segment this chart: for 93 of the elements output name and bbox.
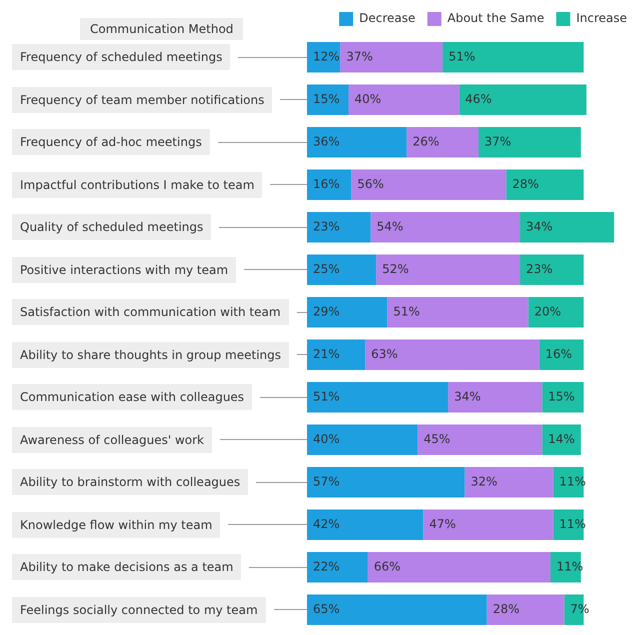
bar: [348, 84, 460, 116]
bar: [307, 296, 388, 328]
bar: [387, 296, 528, 328]
bar: [506, 169, 584, 200]
y-tick-label: Frequency of scheduled meetings: [12, 44, 230, 70]
y-tick-label: Ability to share thoughts in group meetings: [12, 342, 290, 368]
data-label: 45%: [424, 432, 450, 446]
bar: [307, 552, 368, 583]
y-tick-label: Knowledge flow within my team: [12, 512, 220, 538]
data-label: 56%: [357, 176, 384, 191]
y-tick-label: Frequency of ad-hoc meetings: [12, 129, 210, 156]
data-label: 20%: [534, 304, 562, 318]
bar: [307, 126, 407, 158]
data-label: 47%: [429, 516, 456, 531]
data-label: 42%: [313, 516, 340, 531]
bar: [539, 339, 584, 370]
bar: [459, 84, 586, 116]
data-label: 46%: [465, 92, 492, 106]
bar: [448, 382, 542, 413]
bar: [406, 126, 479, 158]
bar: [520, 254, 584, 286]
data-label: 34%: [526, 219, 553, 234]
data-label: 34%: [454, 389, 481, 404]
data-label: 12%: [313, 49, 340, 64]
bar: [542, 424, 581, 456]
data-label: 37%: [484, 134, 512, 148]
data-label: 66%: [374, 559, 401, 574]
bar: [307, 212, 371, 243]
bar: [368, 552, 550, 583]
data-label: 32%: [470, 474, 498, 488]
data-label: 51%: [313, 389, 340, 404]
y-tick-label: Satisfaction with communication with team: [12, 299, 289, 326]
data-label: 63%: [371, 346, 398, 361]
data-label: 15%: [313, 92, 340, 106]
data-label: 57%: [313, 474, 340, 488]
bar: [351, 169, 506, 200]
bar: [376, 254, 520, 286]
bar: [307, 254, 376, 286]
data-label: 16%: [545, 346, 572, 361]
y-tick-label: Ability to make decisions as a team: [12, 554, 242, 580]
data-label: 26%: [412, 134, 440, 148]
data-label: 28%: [492, 602, 520, 616]
bar: [365, 339, 540, 370]
y-tick-label: Quality of scheduled meetings: [12, 214, 212, 240]
legend-label: Decrease: [359, 11, 416, 26]
bar: [423, 509, 554, 540]
bar: [478, 126, 581, 158]
data-label: 14%: [548, 432, 575, 446]
y-tick-label: Frequency of team member notifications: [12, 86, 272, 113]
bar: [307, 594, 487, 626]
data-label: 51%: [448, 49, 476, 64]
data-label: 15%: [548, 389, 575, 404]
bar: [307, 339, 366, 370]
data-label: 40%: [354, 92, 382, 106]
data-label: 22%: [313, 559, 340, 574]
bar: [520, 212, 614, 243]
bar: [542, 382, 584, 413]
bar: [307, 466, 465, 498]
y-tick-label: Communication ease with colleagues: [12, 384, 252, 410]
bar: [464, 466, 554, 498]
data-label: 51%: [393, 304, 420, 318]
y-tick-label: Positive interactions with my team: [12, 256, 236, 283]
text: Communication Method: [80, 18, 244, 40]
bar: [307, 424, 418, 456]
data-label: 54%: [376, 219, 404, 234]
legend-label: Increase: [576, 11, 628, 26]
data-label: 40%: [313, 432, 340, 446]
bar: [307, 84, 348, 116]
y-tick-label: Ability to brainstorm with colleagues: [12, 469, 248, 496]
bar: [528, 296, 584, 328]
data-label: 23%: [313, 219, 340, 234]
data-label: 37%: [346, 49, 373, 64]
bar: [340, 42, 443, 73]
data-label: 36%: [313, 134, 340, 148]
data-label: 25%: [313, 262, 340, 276]
data-label: 16%: [313, 176, 340, 191]
y-tick-label: Awareness of colleagues' work: [12, 426, 212, 453]
data-label: 29%: [313, 304, 340, 318]
bar: [442, 42, 584, 73]
data-label: 52%: [382, 262, 409, 276]
bar: [370, 212, 520, 243]
bar: [486, 594, 564, 626]
data-label: 21%: [313, 346, 340, 361]
bar: [307, 382, 448, 413]
data-label: 23%: [526, 262, 553, 276]
legend-label: About the Same: [447, 11, 544, 26]
data-label: 28%: [512, 176, 539, 191]
bar: [418, 424, 542, 456]
y-tick-label: Impactful contributions I make to team: [12, 172, 262, 198]
data-label: 65%: [313, 602, 340, 616]
y-tick-label: Feelings socially connected to my team: [12, 596, 266, 623]
bar: [307, 509, 424, 540]
bar: [307, 169, 352, 200]
